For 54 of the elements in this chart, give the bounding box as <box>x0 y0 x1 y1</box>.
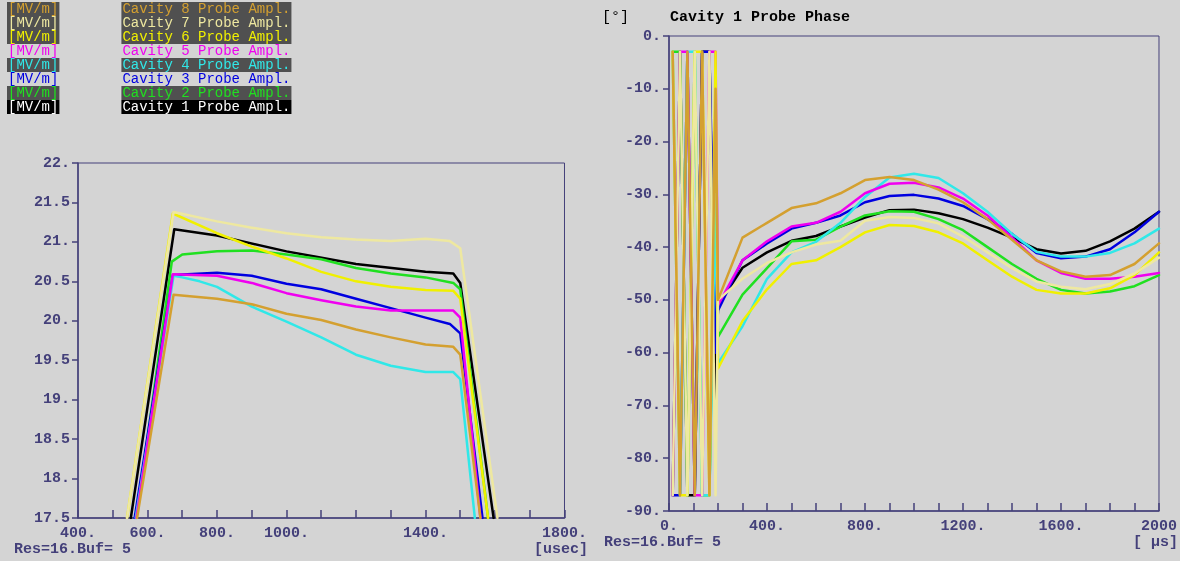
text: Res=16.Buf= 5 <box>14 541 132 558</box>
y-tick-label: -60. <box>624 344 661 362</box>
text: Cavity 5 Probe Ampl. <box>122 43 291 59</box>
x-axis-title: [usec] <box>533 541 589 558</box>
x-tick-label: 600. <box>129 525 166 542</box>
text: Res=16.Buf= 5 <box>604 534 722 551</box>
text: [MV/m] <box>8 57 59 73</box>
y-tick-label: -70. <box>624 396 661 414</box>
x-tick-label: 1000. <box>263 525 310 542</box>
text: Cavity 1 Probe Ampl. <box>122 99 291 115</box>
x-tick-label: 1400. <box>402 525 449 542</box>
y-tick-label: -30. <box>624 185 661 203</box>
y-tick-label: -40. <box>624 238 661 256</box>
x-tick-label: 800. <box>198 525 236 542</box>
x-tick-label: 1600. <box>1038 518 1084 535</box>
y-tick-label: -80. <box>624 449 661 467</box>
y-tick-label: 21. <box>42 233 70 251</box>
y-tick-label: 18. <box>42 470 70 488</box>
text: [MV/m] <box>8 71 59 87</box>
text: Cavity 4 Probe Ampl. <box>122 57 291 73</box>
text: Cavity 8 Probe Ampl. <box>122 1 291 17</box>
y-tick-label: 22. <box>42 154 70 172</box>
text: Cavity 2 Probe Ampl. <box>122 85 291 101</box>
y-tick-label: -90. <box>624 502 661 520</box>
text: Cavity 7 Probe Ampl. <box>122 15 291 31</box>
x-tick-label: 1200. <box>940 518 986 535</box>
y-tick-label: -10. <box>624 80 661 98</box>
text: [MV/m] <box>8 15 59 31</box>
text: [MV/m] <box>8 1 59 17</box>
y-axis-title: [MV/m] <box>8 99 59 115</box>
x-tick-label: 400. <box>748 518 786 535</box>
y-tick-label: 18.5 <box>33 430 70 448</box>
text: [MV/m] <box>8 29 59 45</box>
text: [MV/m] <box>8 43 59 59</box>
y-tick-label: 20. <box>42 312 70 330</box>
y-tick-label: 20.5 <box>33 272 70 290</box>
text: Cavity 6 Probe Ampl. <box>122 29 291 45</box>
y-tick-label: 21.5 <box>33 193 70 211</box>
y-tick-label: -50. <box>624 291 661 309</box>
y-tick-label: 19. <box>42 391 70 409</box>
x-tick-label: 800. <box>846 518 884 535</box>
y-tick-label: 0. <box>642 27 661 45</box>
x-axis-title: [ µs] <box>1132 534 1179 551</box>
text: [MV/m] <box>8 85 59 101</box>
x-tick-label: 0. <box>659 518 679 535</box>
y-tick-label: 19.5 <box>33 351 70 369</box>
y-tick-label: 17.5 <box>33 509 70 527</box>
y-tick-label: -20. <box>624 133 661 151</box>
x-tick-label: 2000 <box>1140 518 1177 535</box>
x-tick-label: 400. <box>59 525 97 542</box>
x-tick-label: 1800. <box>541 525 587 542</box>
chart-title: Cavity 1 Probe Phase <box>670 9 851 26</box>
text: Cavity 3 Probe Ampl. <box>122 71 291 87</box>
y-axis-title: [°] <box>602 9 630 26</box>
